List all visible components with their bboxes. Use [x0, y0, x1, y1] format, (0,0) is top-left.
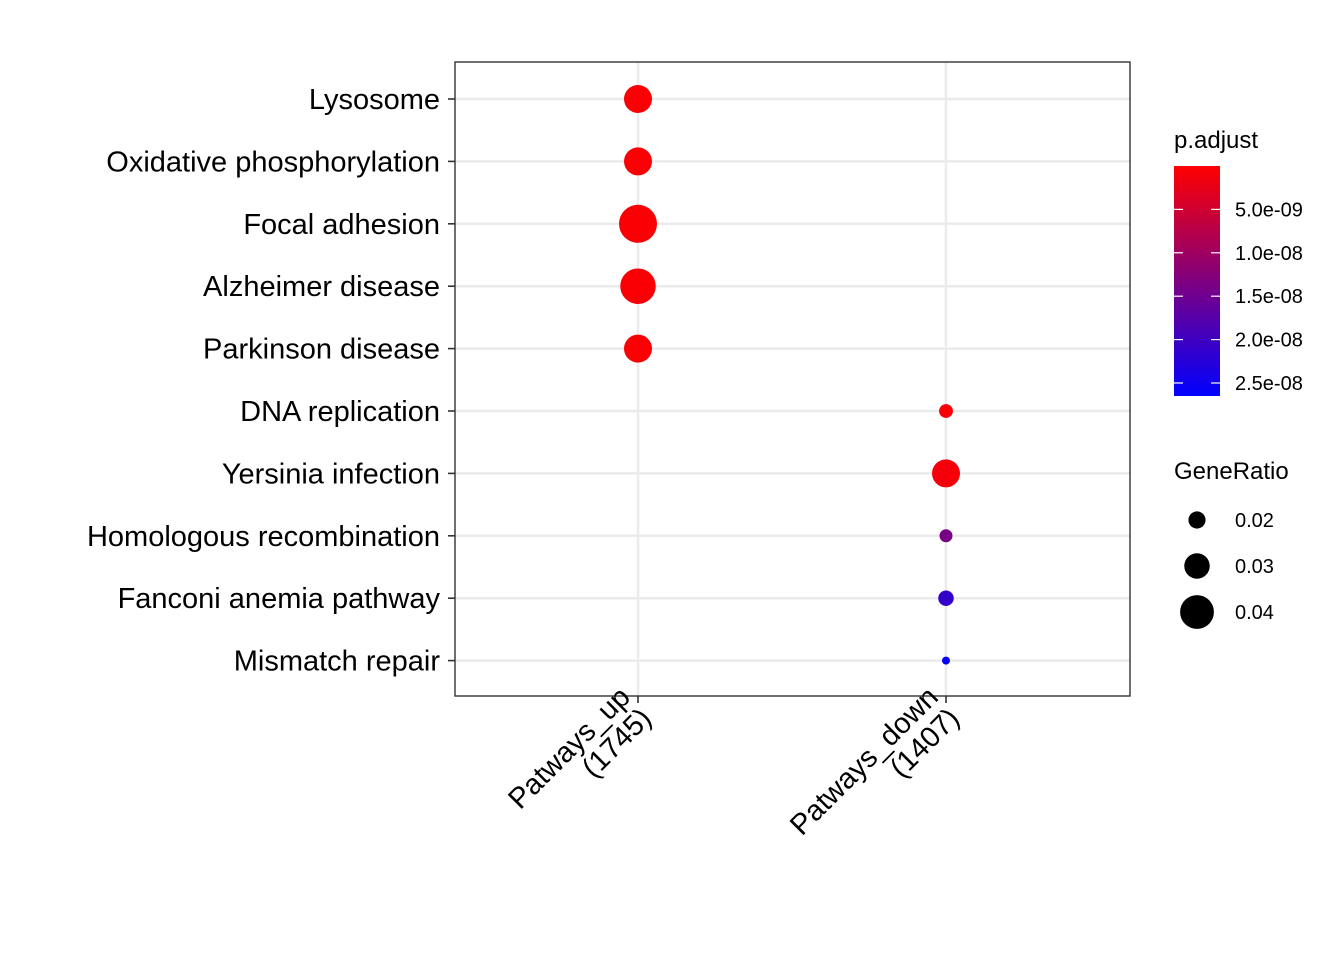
colorbar-label: 2.5e-08	[1235, 373, 1303, 395]
x-tick-label: Patways_down(1407)	[784, 681, 966, 863]
y-tick-label: Alzheimer disease	[203, 271, 440, 303]
y-tick-label: Yersinia infection	[222, 458, 440, 490]
data-point	[624, 85, 652, 113]
size-legend-key	[1180, 595, 1214, 629]
size-legend-label: 0.03	[1235, 556, 1274, 578]
y-tick-label: Mismatch repair	[234, 646, 441, 678]
y-tick-label: Parkinson disease	[203, 334, 440, 366]
y-tick-label: Focal adhesion	[243, 209, 440, 241]
y-tick-label: Oxidative phosphorylation	[106, 146, 440, 178]
x-axis: Patways_up(1745) Patways_down(1407)	[502, 681, 966, 863]
plot-panel	[454, 61, 1131, 697]
size-legend-key	[1188, 511, 1206, 529]
data-point	[619, 204, 657, 243]
size-legend-label: 0.04	[1235, 602, 1274, 624]
colorbar-label: 1.5e-08	[1235, 286, 1303, 308]
colorbar-label: 1.0e-08	[1235, 243, 1303, 265]
data-point	[939, 529, 953, 543]
p-adjust-legend-title: p.adjust	[1174, 127, 1258, 154]
panel-background	[455, 62, 1130, 696]
data-points	[619, 85, 960, 665]
y-tick-label: Homologous recombination	[87, 521, 440, 553]
data-point	[624, 147, 652, 176]
p-adjust-legend: p.adjust 5.0e-09 1.0e-08 1.5e-08 2.0e-08 2.5e…	[1174, 127, 1303, 396]
colorbar-label: 5.0e-09	[1235, 199, 1303, 221]
gene-ratio-legend: GeneRatio 0.02 0.03 0.04	[1174, 458, 1289, 629]
data-point	[620, 268, 656, 304]
colorbar-label: 2.0e-08	[1235, 330, 1303, 352]
y-axis: Lysosome Oxidative phosphorylation Focal a…	[87, 84, 455, 678]
data-point	[938, 590, 954, 606]
y-tick-label: Fanconi anemia pathway	[118, 583, 441, 615]
size-legend-label: 0.02	[1235, 510, 1274, 532]
y-tick-label: DNA replication	[240, 396, 440, 428]
data-point	[624, 334, 652, 363]
p-adjust-colorbar	[1174, 166, 1220, 396]
gene-ratio-legend-title: GeneRatio	[1174, 458, 1289, 485]
panel-border	[454, 61, 1131, 697]
x-tick-label: Patways_up(1745)	[502, 681, 658, 837]
y-tick-label: Lysosome	[309, 84, 440, 116]
data-point	[939, 404, 953, 418]
data-point	[932, 459, 960, 488]
size-legend-key	[1184, 553, 1210, 579]
data-point	[942, 656, 950, 665]
